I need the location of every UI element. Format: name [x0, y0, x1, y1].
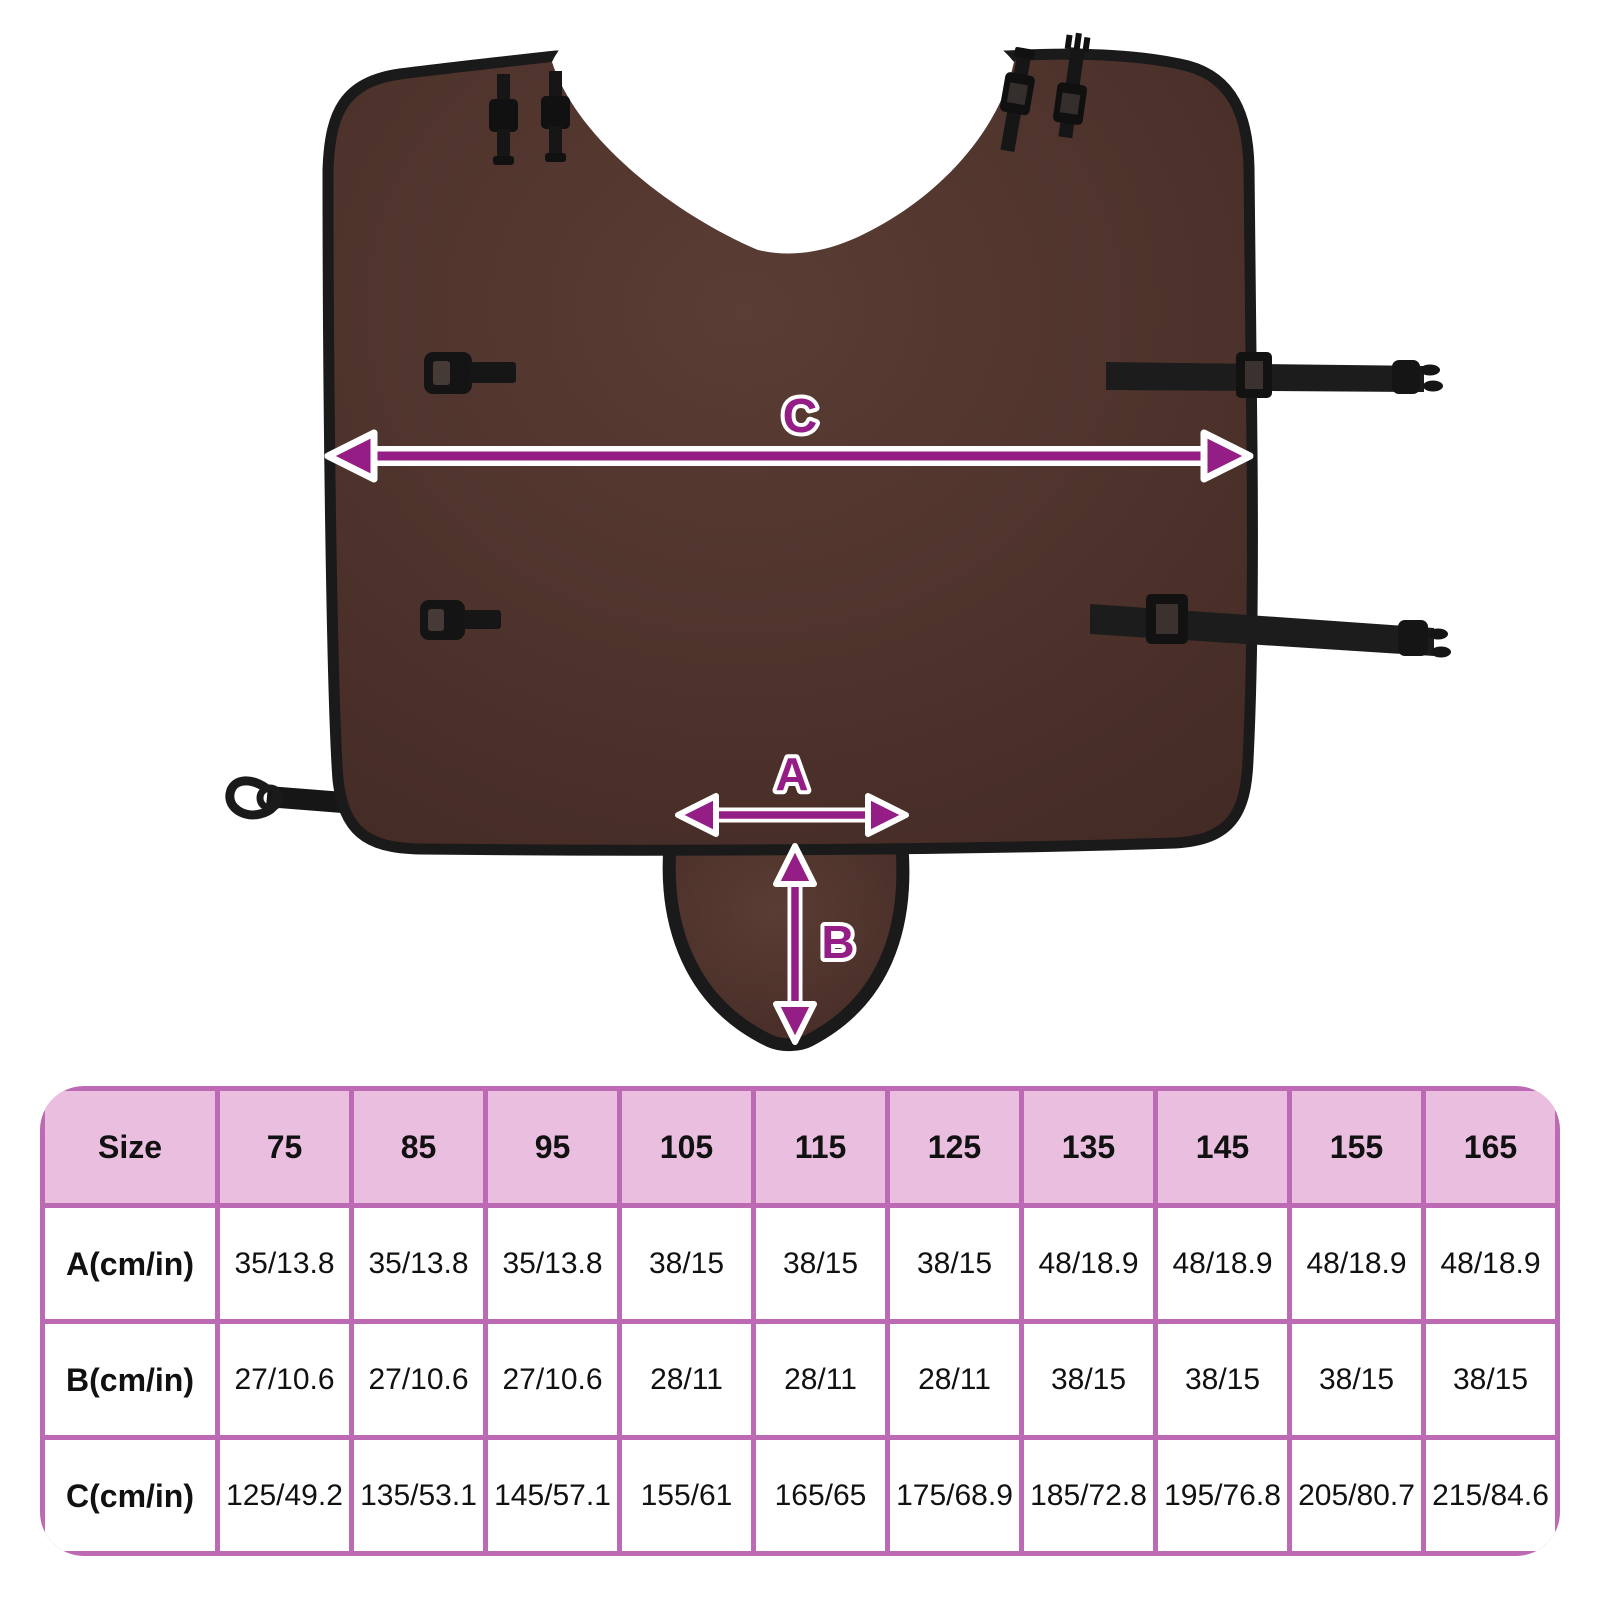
corner-strap — [266, 786, 344, 813]
strap-tip — [545, 153, 566, 162]
size-col-header: 125 — [890, 1091, 1019, 1203]
horse-blanket-diagram: C A B — [225, 15, 1451, 1052]
size-col-header: 105 — [622, 1091, 751, 1203]
clip-prong — [1420, 364, 1440, 376]
table-value: 28/11 — [890, 1324, 1019, 1435]
size-col-header: 75 — [220, 1091, 349, 1203]
arrowhead-left — [324, 429, 378, 483]
buckle-strap — [497, 74, 510, 102]
top-left-buckles — [489, 71, 570, 165]
buckle-strap — [463, 610, 501, 629]
table-value: 125/49.2 — [220, 1440, 349, 1551]
size-col-header: 145 — [1158, 1091, 1287, 1203]
table-value: 48/18.9 — [1024, 1208, 1153, 1319]
prong-clip-icon — [1064, 32, 1091, 52]
table-value: 27/10.6 — [488, 1324, 617, 1435]
buckle-strap — [470, 362, 516, 383]
arrowhead-right — [865, 793, 909, 837]
row-label-b: B(cm/in) — [45, 1324, 215, 1435]
measure-arrow-c: C — [324, 386, 1254, 483]
table-value: 48/18.9 — [1426, 1208, 1555, 1319]
table-value: 48/18.9 — [1292, 1208, 1421, 1319]
measure-arrow-b: B — [773, 843, 859, 1045]
hanging-strap — [999, 46, 1035, 153]
clip-prong — [1431, 646, 1451, 658]
table-value: 48/18.9 — [1158, 1208, 1287, 1319]
slider-slot — [1245, 361, 1263, 389]
buckle-strap — [549, 71, 562, 99]
table-value: 27/10.6 — [220, 1324, 349, 1435]
table-value: 195/76.8 — [1158, 1440, 1287, 1551]
size-col-header: 155 — [1292, 1091, 1421, 1203]
table-value: 215/84.6 — [1426, 1440, 1555, 1551]
slider-slot — [1156, 604, 1178, 634]
size-table-corner-header: Size — [45, 1091, 215, 1203]
table-value: 27/10.6 — [354, 1324, 483, 1435]
row-label-c: C(cm/in) — [45, 1440, 215, 1551]
table-value: 155/61 — [622, 1440, 751, 1551]
arrowhead-top — [773, 843, 817, 887]
table-value: 175/68.9 — [890, 1440, 1019, 1551]
table-value: 205/80.7 — [1292, 1440, 1421, 1551]
table-value: 38/15 — [1158, 1324, 1287, 1435]
table-value: 38/15 — [890, 1208, 1019, 1319]
snap-hook-icon — [225, 776, 280, 820]
label-c: C — [783, 390, 818, 443]
tail-flap — [662, 839, 910, 1052]
arrowhead-bottom — [773, 1001, 817, 1045]
buckle-slot — [428, 609, 444, 631]
label-a: A — [775, 748, 808, 800]
table-value: 135/53.1 — [354, 1440, 483, 1551]
strap-tip — [493, 156, 514, 165]
table-value: 38/15 — [1426, 1324, 1555, 1435]
table-value: 165/65 — [756, 1440, 885, 1551]
fleece-collar — [552, 15, 1014, 254]
measure-arrow-a: A — [675, 744, 909, 837]
row-label-a: A(cm/in) — [45, 1208, 215, 1319]
size-col-header: 95 — [488, 1091, 617, 1203]
clip-prong — [1423, 380, 1443, 392]
table-value: 35/13.8 — [354, 1208, 483, 1319]
buckle-strap — [497, 129, 510, 160]
buckle-slot — [433, 361, 450, 385]
table-value: 38/15 — [1292, 1324, 1421, 1435]
ladder-buckle-icon — [541, 96, 570, 129]
label-b: B — [821, 916, 854, 968]
left-side-buckles — [420, 352, 516, 640]
size-col-header: 165 — [1426, 1091, 1555, 1203]
right-belly-straps — [1090, 352, 1451, 658]
arrowhead-left — [675, 793, 719, 837]
size-table: Size 75 85 95 105 115 125 135 145 155 16… — [40, 1086, 1560, 1556]
table-value: 35/13.8 — [220, 1208, 349, 1319]
size-col-header: 85 — [354, 1091, 483, 1203]
table-value: 28/11 — [756, 1324, 885, 1435]
corner-strap-snap-hook — [225, 776, 344, 820]
clip-buckle-icon — [1398, 620, 1428, 656]
arrowhead-right — [1200, 429, 1254, 483]
hanging-strap — [1053, 32, 1091, 139]
table-value: 145/57.1 — [488, 1440, 617, 1551]
table-value: 38/15 — [756, 1208, 885, 1319]
table-value: 28/11 — [622, 1324, 751, 1435]
table-value: 38/15 — [1024, 1324, 1153, 1435]
top-right-straps — [999, 32, 1091, 153]
size-col-header: 115 — [756, 1091, 885, 1203]
clip-prong — [1428, 628, 1448, 640]
size-col-header: 135 — [1024, 1091, 1153, 1203]
ladder-buckle-icon — [489, 99, 518, 132]
clip-buckle-icon — [1392, 360, 1420, 394]
table-value: 35/13.8 — [488, 1208, 617, 1319]
buckle-strap — [549, 126, 562, 157]
table-value: 185/72.8 — [1024, 1440, 1153, 1551]
table-value: 38/15 — [622, 1208, 751, 1319]
